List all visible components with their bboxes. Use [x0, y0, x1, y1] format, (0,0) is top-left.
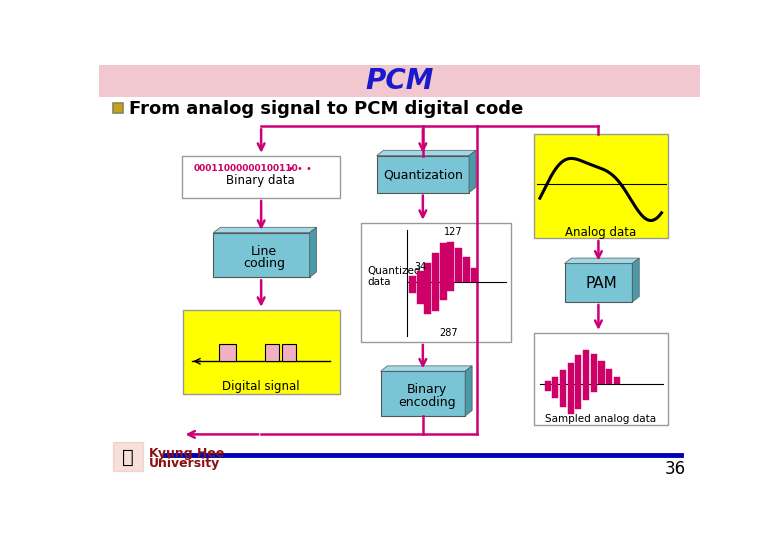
Polygon shape — [310, 227, 317, 278]
FancyBboxPatch shape — [552, 377, 558, 384]
Text: PCM: PCM — [366, 67, 434, 95]
Polygon shape — [113, 442, 143, 471]
FancyBboxPatch shape — [552, 384, 558, 398]
Polygon shape — [465, 366, 472, 416]
Text: Binary data: Binary data — [226, 174, 295, 187]
Text: Sampled analog data: Sampled analog data — [545, 414, 656, 424]
FancyBboxPatch shape — [448, 242, 455, 282]
FancyBboxPatch shape — [282, 345, 296, 361]
FancyBboxPatch shape — [99, 65, 700, 97]
FancyBboxPatch shape — [576, 384, 581, 409]
FancyBboxPatch shape — [583, 384, 589, 400]
FancyBboxPatch shape — [470, 268, 477, 282]
FancyBboxPatch shape — [448, 282, 455, 291]
FancyBboxPatch shape — [219, 345, 236, 361]
FancyBboxPatch shape — [565, 264, 633, 302]
FancyBboxPatch shape — [606, 369, 612, 384]
Text: 36: 36 — [665, 460, 686, 478]
Text: 287: 287 — [439, 328, 458, 338]
FancyBboxPatch shape — [560, 384, 566, 408]
FancyBboxPatch shape — [456, 248, 462, 282]
Text: coding: coding — [243, 257, 285, 270]
FancyBboxPatch shape — [544, 381, 551, 384]
FancyBboxPatch shape — [560, 370, 566, 384]
FancyBboxPatch shape — [409, 276, 416, 282]
FancyBboxPatch shape — [432, 253, 439, 282]
Text: 127: 127 — [445, 227, 463, 237]
Text: Line: Line — [251, 245, 278, 259]
FancyBboxPatch shape — [409, 282, 416, 293]
FancyBboxPatch shape — [440, 244, 447, 282]
Polygon shape — [633, 258, 640, 302]
FancyBboxPatch shape — [424, 264, 431, 282]
FancyBboxPatch shape — [377, 156, 469, 193]
Text: Quantized: Quantized — [367, 266, 421, 276]
FancyBboxPatch shape — [463, 257, 470, 282]
Text: encoding: encoding — [398, 396, 456, 409]
Text: Kyung Hee: Kyung Hee — [149, 447, 224, 460]
Polygon shape — [565, 258, 640, 264]
Polygon shape — [214, 227, 317, 233]
Text: 00011000000100110: 00011000000100110 — [193, 164, 298, 173]
FancyBboxPatch shape — [598, 361, 604, 384]
FancyBboxPatch shape — [568, 363, 574, 384]
FancyBboxPatch shape — [534, 333, 668, 425]
FancyBboxPatch shape — [265, 345, 279, 361]
Polygon shape — [377, 150, 476, 156]
FancyBboxPatch shape — [614, 377, 620, 384]
FancyBboxPatch shape — [417, 282, 424, 303]
FancyBboxPatch shape — [583, 350, 589, 384]
FancyBboxPatch shape — [183, 309, 340, 394]
Text: 🏛: 🏛 — [122, 448, 134, 467]
Polygon shape — [381, 366, 472, 372]
Polygon shape — [469, 150, 476, 193]
Text: Analog data: Analog data — [565, 226, 636, 239]
FancyBboxPatch shape — [432, 282, 439, 311]
FancyBboxPatch shape — [113, 103, 123, 113]
Text: Quantization: Quantization — [383, 168, 463, 181]
FancyBboxPatch shape — [544, 384, 551, 390]
FancyBboxPatch shape — [182, 156, 340, 198]
FancyBboxPatch shape — [440, 282, 447, 300]
FancyBboxPatch shape — [576, 355, 581, 384]
Text: University: University — [149, 457, 220, 470]
Text: Binary: Binary — [406, 383, 447, 396]
FancyBboxPatch shape — [568, 384, 574, 414]
FancyBboxPatch shape — [590, 384, 597, 392]
FancyBboxPatch shape — [417, 271, 424, 282]
Text: From analog signal to PCM digital code: From analog signal to PCM digital code — [129, 100, 523, 118]
Text: data: data — [367, 277, 391, 287]
FancyBboxPatch shape — [381, 372, 465, 416]
FancyBboxPatch shape — [590, 354, 597, 384]
Text: 34: 34 — [414, 261, 427, 272]
FancyBboxPatch shape — [361, 222, 512, 342]
Text: Digital signal: Digital signal — [222, 380, 300, 393]
FancyBboxPatch shape — [214, 233, 310, 278]
FancyBboxPatch shape — [534, 134, 668, 238]
FancyBboxPatch shape — [424, 282, 431, 314]
Text: • • •: • • • — [288, 164, 312, 174]
Text: PAM: PAM — [586, 276, 617, 291]
